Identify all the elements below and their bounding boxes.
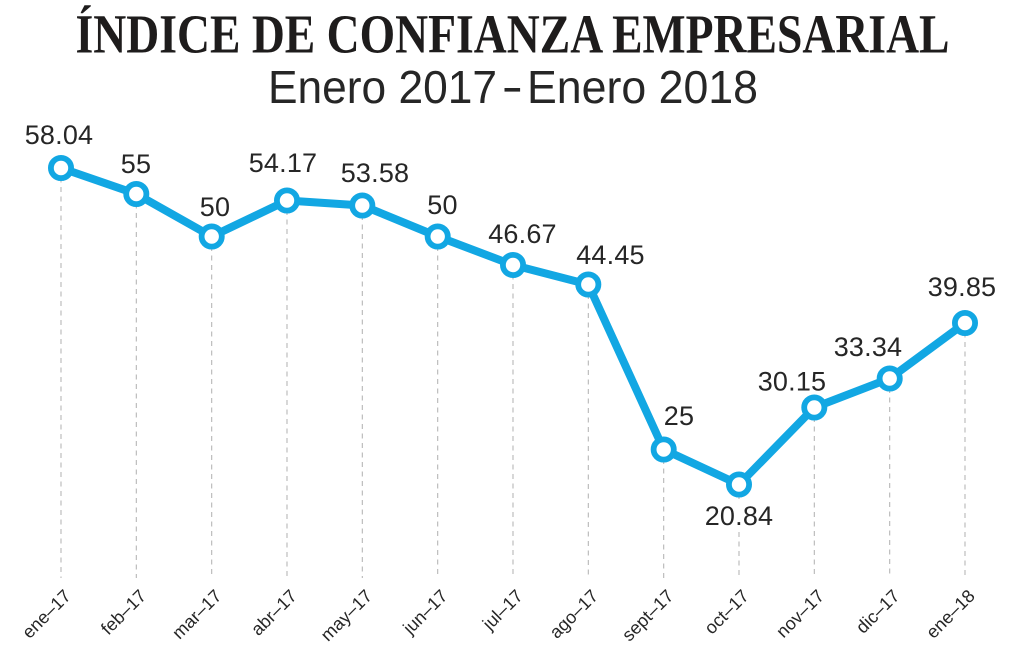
svg-text:30.15: 30.15 — [758, 367, 827, 397]
svg-text:50: 50 — [200, 192, 230, 222]
svg-text:50: 50 — [427, 190, 457, 220]
svg-text:33.34: 33.34 — [834, 332, 903, 362]
svg-text:46.67: 46.67 — [488, 219, 557, 249]
svg-text:53.58: 53.58 — [341, 158, 410, 188]
svg-text:Enero 2017: Enero 2017 — [268, 61, 497, 113]
svg-text:ÍNDICE DE CONFIANZA EMPRESARIA: ÍNDICE DE CONFIANZA EMPRESARIAL — [76, 4, 950, 65]
svg-text:55: 55 — [121, 149, 151, 179]
svg-text:39.85: 39.85 — [928, 272, 997, 302]
svg-text:44.45: 44.45 — [576, 240, 645, 270]
svg-text:58.04: 58.04 — [25, 120, 94, 150]
svg-text:20.84: 20.84 — [705, 501, 774, 531]
svg-text:Enero 2018: Enero 2018 — [527, 61, 758, 113]
svg-text:54.17: 54.17 — [249, 148, 318, 178]
svg-text:25: 25 — [664, 401, 694, 431]
